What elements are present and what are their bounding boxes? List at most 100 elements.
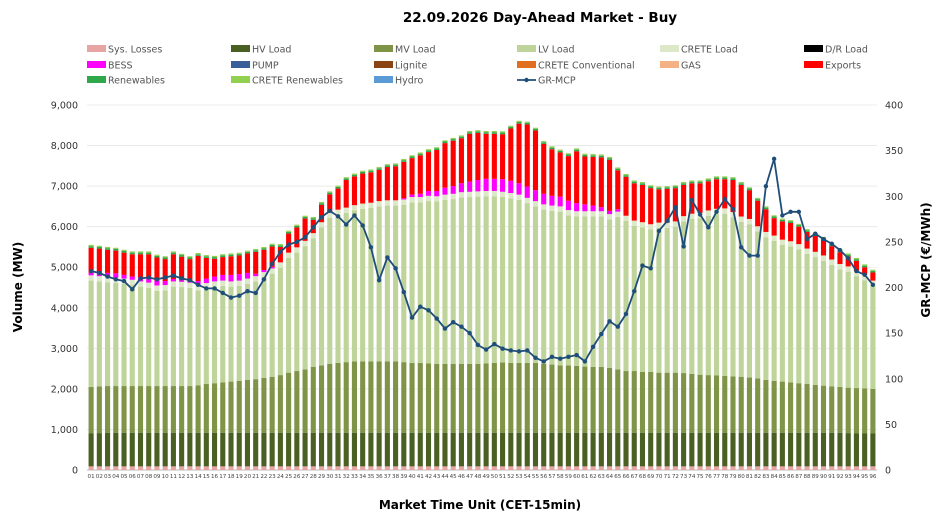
bar-segment-hv-load	[113, 432, 119, 467]
gr-mcp-point	[837, 247, 843, 253]
bar-segment-exports	[837, 252, 843, 264]
gr-mcp-point	[697, 212, 703, 217]
bar-segment-hv-load	[129, 432, 135, 467]
gr-mcp-point	[426, 308, 431, 313]
bar-segment-sys-losses	[318, 466, 325, 470]
gr-mcp-point	[821, 236, 826, 242]
bar-segment-renewables	[458, 136, 464, 139]
bar-segment-crete-renewables	[310, 216, 316, 219]
bar-segment-hv-load	[179, 432, 185, 467]
x-tick-label: 65	[614, 474, 622, 480]
bar-segment-mv-load	[458, 363, 464, 433]
bar-segment-sys-losses	[212, 466, 218, 470]
bar-segment-crete-renewables	[121, 249, 127, 251]
bar-segment-hv-load	[590, 432, 596, 467]
gr-mcp-point	[549, 354, 555, 360]
bar-segment-lv-load	[220, 285, 226, 383]
bar-segment-mv-load	[672, 372, 678, 433]
bar-segment-exports	[681, 184, 687, 217]
bar-segment-mv-load	[179, 386, 185, 433]
bar-segment-renewables	[672, 186, 678, 189]
bar-segment-mv-load	[491, 362, 497, 433]
bar-segment-crete-renewables	[763, 206, 769, 208]
bar-segment-sys-losses	[360, 466, 366, 470]
bar-segment-mv-load	[368, 361, 374, 433]
bar-segment-crete-load	[779, 239, 785, 245]
bar-segment-renewables	[376, 168, 382, 170]
bar-segment-sys-losses	[853, 466, 859, 470]
bar-segment-crete-load	[853, 270, 859, 277]
bar-segment-renewables	[532, 128, 539, 131]
gr-mcp-point	[763, 184, 769, 189]
bar-segment-lv-load	[598, 216, 604, 367]
gr-mcp-point	[574, 352, 579, 358]
x-tick-label: 39	[400, 474, 408, 480]
gr-mcp-point	[130, 287, 135, 292]
bar-segment-hv-load	[244, 432, 251, 467]
legend-item-mv-load: MV Load	[374, 45, 436, 56]
bar-segment-mv-load	[820, 385, 827, 433]
bar-segment-mv-load	[804, 384, 810, 433]
bar-segment-crete-renewables	[434, 147, 440, 149]
bar-segment-crete-load	[384, 200, 390, 206]
bar-segment-exports	[351, 176, 357, 206]
bar-segment-bess	[220, 274, 226, 281]
bar-segment-crete-renewables	[491, 130, 497, 133]
x-tick-label: 90	[820, 474, 828, 480]
bar-segment-lv-load	[327, 217, 333, 364]
bar-segment-lv-load	[154, 290, 160, 387]
bar-segment-lv-load	[697, 218, 703, 375]
bar-segment-crete-renewables	[771, 215, 777, 217]
x-tick-label: 41	[417, 474, 425, 480]
bar-segment-mv-load	[870, 388, 876, 434]
bar-segment-exports	[648, 188, 654, 225]
bar-segment-bess	[549, 195, 555, 206]
bar-segment-hv-load	[713, 432, 720, 467]
bar-segment-hv-load	[327, 432, 333, 467]
legend-swatch	[374, 45, 393, 52]
bar-segment-lv-load	[88, 280, 94, 387]
bar-segment-lv-load	[755, 231, 761, 379]
bar-segment-lv-load	[500, 197, 506, 363]
bar-segment-hv-load	[532, 432, 539, 467]
bar-segment-lv-load	[409, 202, 415, 363]
bar-segment-mv-load	[442, 363, 448, 433]
bar-segment-lv-load	[170, 286, 176, 387]
bar-segment-mv-load	[401, 362, 407, 433]
bar-segment-exports	[228, 256, 234, 275]
bar-segment-exports	[137, 254, 144, 278]
bar-segment-exports	[146, 254, 152, 279]
gr-mcp-point	[673, 205, 678, 210]
bar-segment-mv-load	[763, 379, 769, 433]
bar-segment-mv-load	[697, 374, 703, 433]
bar-segment-renewables	[244, 251, 251, 254]
bar-segment-lv-load	[820, 260, 827, 386]
x-tick-label: 14	[195, 474, 203, 480]
bar-segment-exports	[113, 250, 119, 274]
gr-mcp-point	[582, 359, 588, 364]
bar-segment-hv-load	[368, 432, 374, 467]
bar-segment-crete-load	[763, 231, 769, 238]
bar-segment-lv-load	[557, 211, 563, 366]
bar-segment-exports	[845, 256, 851, 267]
gr-mcp-point	[171, 273, 176, 278]
legend-swatch	[87, 61, 106, 68]
bar-segment-crete-renewables	[261, 246, 267, 249]
x-tick-label: 15	[203, 474, 211, 480]
bar-segment-lv-load	[351, 210, 357, 362]
bar-segment-mv-load	[475, 363, 481, 433]
bar-segment-crete-renewables	[187, 256, 193, 258]
y-tick-label: 1,000	[51, 425, 78, 436]
x-tick-label: 21	[252, 474, 260, 480]
bar-segment-lv-load	[631, 225, 637, 372]
legend-swatch	[87, 76, 106, 83]
bar-segment-mv-load	[656, 372, 662, 433]
bar-segment-hv-load	[360, 432, 366, 467]
bar-segment-renewables	[327, 192, 333, 195]
bar-segment-crete-load	[648, 224, 654, 230]
bar-segment-crete-renewables	[351, 173, 357, 175]
bar-segment-crete-load	[738, 216, 744, 222]
bar-segment-lv-load	[870, 285, 876, 389]
bar-segment-crete-load	[376, 201, 382, 207]
bar-segment-lv-load	[343, 212, 349, 363]
